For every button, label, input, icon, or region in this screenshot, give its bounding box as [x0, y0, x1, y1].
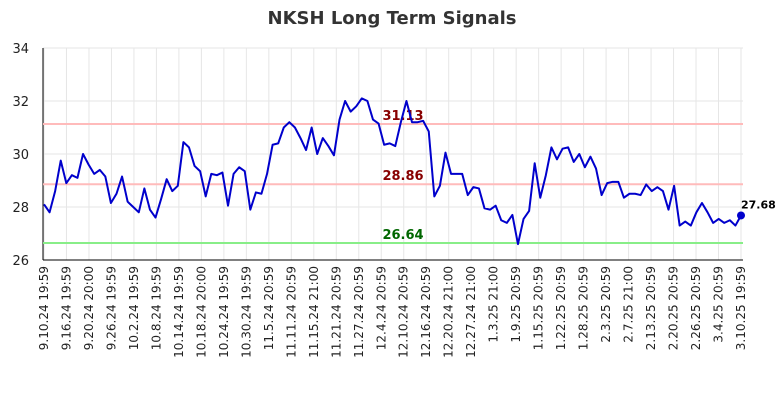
y-tick-label: 34: [12, 42, 29, 57]
last-price-point: [737, 211, 745, 220]
x-tick-label: 10.18.24 20:00: [194, 266, 208, 358]
x-tick-label: 9.16.24 19:59: [59, 266, 73, 350]
x-tick-label: 1.22.25 20:59: [554, 266, 568, 350]
x-tick-label: 2.3.25 20:59: [599, 266, 613, 343]
last-price-label: 27.68: [741, 198, 776, 211]
x-tick-label: 9.10.24 19:59: [37, 266, 51, 350]
y-tick-label: 30: [12, 148, 29, 163]
x-tick-label: 2.7.25 21:00: [622, 266, 636, 343]
x-tick-label: 10.8.24 19:59: [149, 266, 163, 350]
chart-title: NKSH Long Term Signals: [267, 8, 517, 29]
price-line: [43, 97, 742, 246]
x-tick-label: 9.20.24 20:00: [82, 266, 96, 350]
x-tick-label: 11.11.24 20:59: [284, 266, 298, 358]
y-tick-label: 28: [12, 201, 29, 216]
signal-level-label: 26.64: [382, 228, 423, 243]
x-tick-label: 11.21.24 20:59: [329, 266, 343, 358]
x-tick-label: 12.10.24 20:59: [397, 266, 411, 358]
x-tick-label: 11.15.24 21:00: [307, 266, 321, 358]
x-tick-label: 3.10.25 19:59: [734, 266, 748, 350]
x-tick-label: 11.5.24 20:59: [262, 266, 276, 350]
x-tick-label: 10.30.24 19:59: [239, 266, 253, 358]
x-tick-label: 11.27.24 20:59: [352, 266, 366, 358]
x-tick-label: 10.2.24 19:59: [127, 266, 141, 350]
x-tick-label: 9.26.24 19:59: [104, 266, 118, 350]
x-tick-label: 1.15.25 20:59: [532, 266, 546, 350]
x-tick-label: 2.13.25 20:59: [644, 266, 658, 350]
x-tick-label: 12.4.24 20:59: [374, 266, 388, 350]
x-tick-label: 1.9.25 20:59: [509, 266, 523, 343]
x-tick-label: 2.20.25 20:59: [667, 266, 681, 350]
x-tick-label: 1.28.25 20:59: [577, 266, 591, 350]
y-tick-label: 32: [12, 95, 29, 110]
x-tick-label: 3.4.25 20:59: [712, 266, 726, 343]
x-tick-label: 1.3.25 21:00: [487, 266, 501, 343]
x-tick-label: 12.16.24 20:59: [419, 266, 433, 358]
x-tick-label: 2.26.25 20:59: [689, 266, 703, 350]
signal-level-label: 28.86: [382, 169, 423, 184]
x-tick-label: 12.20.24 21:00: [442, 266, 456, 358]
x-tick-label: 10.14.24 19:59: [172, 266, 186, 358]
x-tick-label: 12.27.24 21:00: [464, 266, 478, 358]
x-tick-label: 10.24.24 19:59: [217, 266, 231, 358]
y-tick-label: 26: [12, 254, 29, 269]
